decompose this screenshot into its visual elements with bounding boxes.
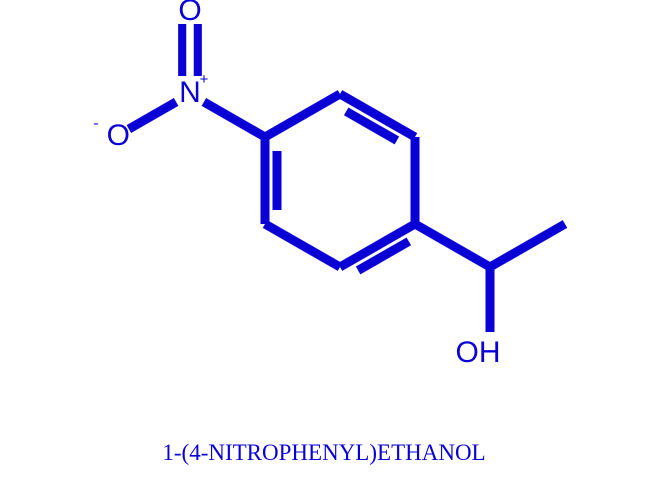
bond bbox=[129, 102, 176, 129]
bond bbox=[415, 224, 490, 267]
bond bbox=[490, 224, 565, 267]
atom-label-O2: O bbox=[107, 119, 130, 152]
atom-charge-N: + bbox=[200, 71, 209, 88]
compound-name-caption: 1-(4-NITROPHENYL)ETHANOL bbox=[0, 440, 648, 466]
molecule-diagram: N+OO-OH bbox=[0, 0, 648, 502]
atom-label-O1: O bbox=[178, 0, 201, 27]
stage: N+OO-OH 1-(4-NITROPHENYL)ETHANOL bbox=[0, 0, 648, 502]
atom-label-N: N bbox=[179, 76, 201, 109]
atom-charge-O2: - bbox=[94, 115, 99, 132]
bond bbox=[204, 102, 265, 137]
atom-label-OH: OH bbox=[456, 336, 501, 369]
bond bbox=[265, 94, 340, 137]
bond bbox=[265, 224, 340, 267]
